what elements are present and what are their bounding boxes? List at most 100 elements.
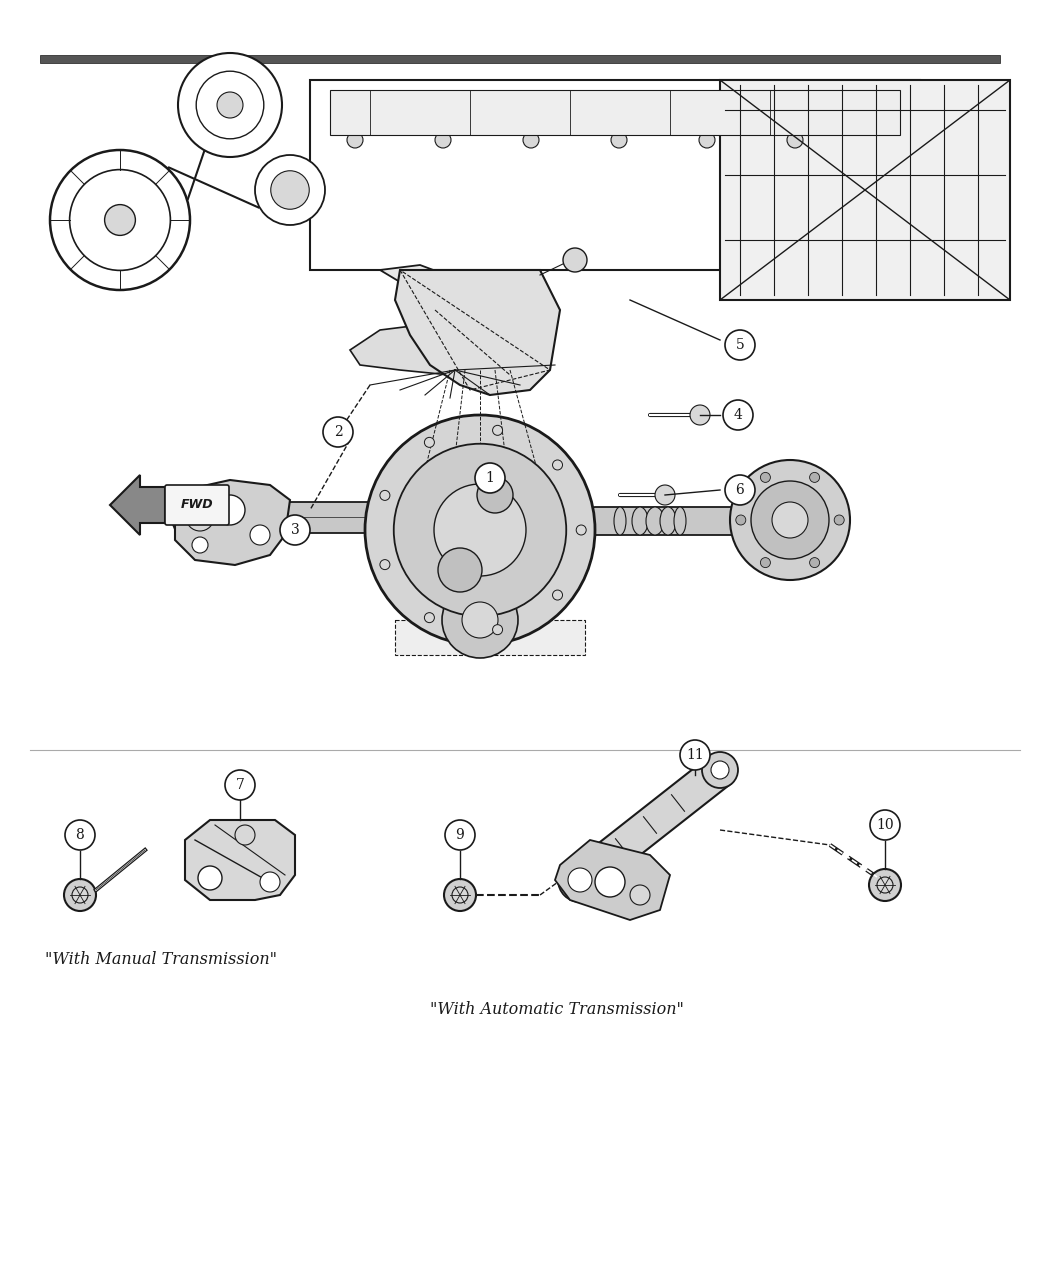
Circle shape bbox=[346, 133, 363, 148]
Circle shape bbox=[323, 417, 353, 448]
Polygon shape bbox=[350, 325, 480, 375]
Circle shape bbox=[64, 878, 96, 912]
Text: 9: 9 bbox=[456, 827, 464, 842]
Circle shape bbox=[492, 625, 503, 635]
Circle shape bbox=[225, 770, 255, 799]
Circle shape bbox=[724, 330, 755, 360]
Circle shape bbox=[198, 866, 222, 890]
Circle shape bbox=[552, 460, 563, 470]
Circle shape bbox=[568, 868, 592, 892]
Circle shape bbox=[235, 825, 255, 845]
FancyBboxPatch shape bbox=[165, 484, 229, 525]
Circle shape bbox=[280, 515, 310, 544]
Ellipse shape bbox=[674, 507, 686, 536]
Circle shape bbox=[178, 54, 282, 157]
Circle shape bbox=[523, 133, 539, 148]
Bar bbox=[40, 55, 1000, 62]
Circle shape bbox=[711, 761, 729, 779]
Circle shape bbox=[751, 481, 830, 558]
Circle shape bbox=[69, 170, 170, 270]
Circle shape bbox=[196, 71, 264, 139]
Text: 7: 7 bbox=[235, 778, 245, 792]
Circle shape bbox=[271, 171, 310, 209]
Circle shape bbox=[424, 437, 435, 448]
Circle shape bbox=[810, 473, 820, 482]
Circle shape bbox=[655, 484, 675, 505]
Circle shape bbox=[50, 150, 190, 289]
Polygon shape bbox=[175, 479, 290, 565]
Circle shape bbox=[217, 92, 243, 119]
Text: 2: 2 bbox=[334, 425, 342, 439]
Text: "With Automatic Transmission": "With Automatic Transmission" bbox=[430, 1001, 684, 1019]
Ellipse shape bbox=[632, 507, 648, 536]
Circle shape bbox=[444, 878, 476, 912]
Circle shape bbox=[772, 502, 808, 538]
Text: 3: 3 bbox=[291, 523, 299, 537]
Text: 10: 10 bbox=[876, 819, 894, 833]
Circle shape bbox=[260, 872, 280, 892]
Bar bbox=[395, 620, 585, 655]
Circle shape bbox=[877, 877, 892, 892]
Circle shape bbox=[462, 602, 498, 638]
Circle shape bbox=[192, 537, 208, 553]
Bar bbox=[720, 80, 1010, 300]
FancyBboxPatch shape bbox=[187, 502, 388, 533]
Circle shape bbox=[186, 504, 214, 530]
Circle shape bbox=[810, 557, 820, 567]
Text: "With Manual Transmission": "With Manual Transmission" bbox=[45, 951, 277, 969]
Circle shape bbox=[552, 590, 563, 601]
Polygon shape bbox=[380, 265, 540, 380]
Circle shape bbox=[492, 426, 503, 435]
Circle shape bbox=[442, 581, 518, 658]
Text: 4: 4 bbox=[734, 408, 742, 422]
Circle shape bbox=[65, 820, 94, 850]
Circle shape bbox=[723, 400, 753, 430]
Circle shape bbox=[736, 515, 746, 525]
Circle shape bbox=[394, 444, 566, 616]
Circle shape bbox=[105, 204, 135, 236]
Circle shape bbox=[365, 414, 595, 645]
Circle shape bbox=[255, 156, 326, 224]
Bar bbox=[330, 91, 900, 135]
Polygon shape bbox=[110, 476, 165, 536]
Circle shape bbox=[558, 858, 602, 901]
Polygon shape bbox=[569, 756, 731, 894]
Circle shape bbox=[576, 525, 586, 536]
Circle shape bbox=[424, 613, 435, 622]
Circle shape bbox=[380, 491, 390, 500]
Ellipse shape bbox=[660, 507, 676, 536]
Circle shape bbox=[630, 885, 650, 905]
Polygon shape bbox=[185, 820, 295, 900]
Circle shape bbox=[435, 133, 452, 148]
Text: 8: 8 bbox=[76, 827, 84, 842]
Circle shape bbox=[690, 405, 710, 425]
Text: 11: 11 bbox=[686, 748, 704, 762]
Circle shape bbox=[452, 887, 468, 903]
Circle shape bbox=[760, 473, 771, 482]
Text: 6: 6 bbox=[736, 483, 744, 497]
Circle shape bbox=[215, 495, 245, 525]
Circle shape bbox=[760, 557, 771, 567]
Circle shape bbox=[702, 752, 738, 788]
Circle shape bbox=[72, 887, 88, 903]
Ellipse shape bbox=[646, 507, 664, 536]
Circle shape bbox=[172, 490, 228, 544]
Polygon shape bbox=[555, 840, 670, 921]
Circle shape bbox=[724, 476, 755, 505]
Circle shape bbox=[563, 249, 587, 272]
Circle shape bbox=[834, 515, 844, 525]
Text: 5: 5 bbox=[736, 338, 744, 352]
Circle shape bbox=[595, 867, 625, 898]
FancyBboxPatch shape bbox=[592, 507, 778, 536]
Circle shape bbox=[869, 870, 901, 901]
Circle shape bbox=[250, 525, 270, 544]
Text: 1: 1 bbox=[485, 470, 495, 484]
Circle shape bbox=[380, 560, 390, 570]
Circle shape bbox=[477, 477, 513, 513]
Circle shape bbox=[445, 820, 475, 850]
Circle shape bbox=[434, 484, 526, 576]
Circle shape bbox=[870, 810, 900, 840]
Circle shape bbox=[730, 460, 851, 580]
Circle shape bbox=[475, 463, 505, 493]
Ellipse shape bbox=[614, 507, 626, 536]
